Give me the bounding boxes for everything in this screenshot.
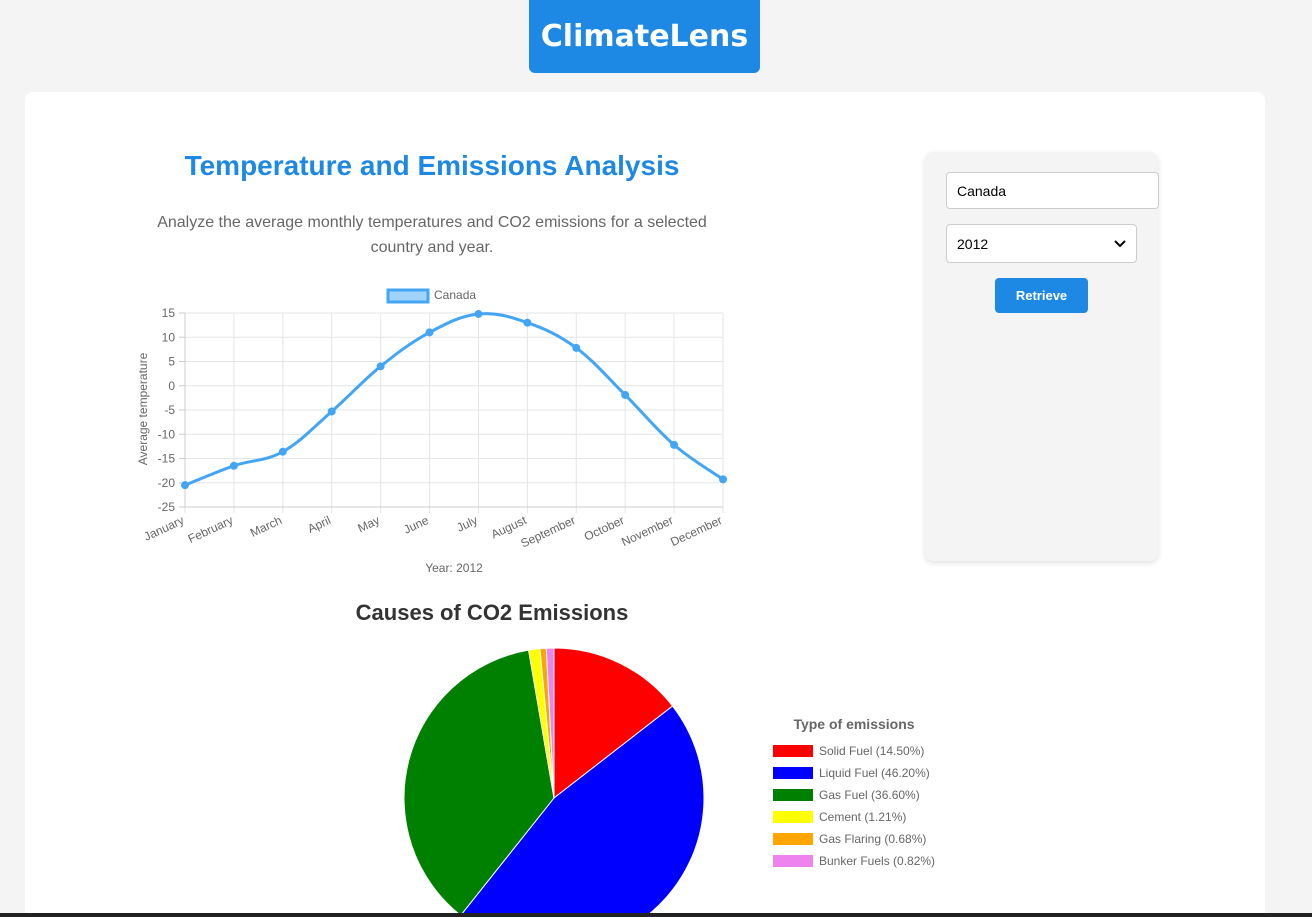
series-points <box>181 309 727 490</box>
data-point[interactable] <box>425 328 434 337</box>
legend-label: Gas Fuel (36.60%) <box>819 788 920 802</box>
emissions-pie-chart <box>403 647 705 917</box>
data-point[interactable] <box>572 343 581 352</box>
y-axis-ticks: 15 10 5 0 -5 -10 -15 -20 -25 <box>158 306 176 514</box>
year-select-value: 2012 <box>957 235 989 252</box>
pie-legend-item[interactable]: Solid Fuel (14.50%) <box>773 743 924 759</box>
page-title: Temperature and Emissions Analysis <box>184 150 680 181</box>
legend-swatch <box>773 745 813 757</box>
country-input[interactable] <box>946 172 1159 209</box>
legend-label: Gas Flaring (0.68%) <box>819 832 927 846</box>
y-tick-label: -25 <box>158 500 176 514</box>
pie-legend-title: Type of emissions <box>793 716 915 732</box>
x-axis-ticks: January February March April May June July Augu… <box>142 513 725 551</box>
pie-slice-bunker-fuels[interactable] <box>545 647 555 799</box>
pie-legend-item[interactable]: Bunker Fuels (0.82%) <box>773 853 935 869</box>
x-tick-label: November <box>619 513 675 549</box>
legend-label: Bunker Fuels (0.82%) <box>819 854 936 868</box>
legend-label: Liquid Fuel (46.20%) <box>819 766 930 780</box>
y-tick-label: 5 <box>168 355 175 369</box>
pie-chart-title: Causes of CO2 Emissions <box>355 600 629 625</box>
chart-legend[interactable]: Canada <box>386 288 476 304</box>
data-point[interactable] <box>621 390 630 399</box>
legend-swatch <box>773 811 813 823</box>
legend-label: Canada <box>434 288 476 302</box>
pie-legend-item[interactable]: Liquid Fuel (46.20%) <box>773 765 930 781</box>
y-axis-label: Average temperature <box>136 352 150 465</box>
x-tick-label: September <box>518 513 577 550</box>
year-select[interactable]: 2012 <box>946 224 1137 263</box>
legend-label: Solid Fuel (14.50%) <box>819 744 925 758</box>
y-tick-label: -20 <box>158 476 176 490</box>
x-tick-label: February <box>186 513 235 546</box>
data-point[interactable] <box>523 318 532 327</box>
x-tick-label: July <box>454 513 479 535</box>
pie-legend-item[interactable]: Gas Fuel (36.60%) <box>773 787 920 803</box>
data-point[interactable] <box>229 461 238 470</box>
y-tick-label: 10 <box>162 330 176 344</box>
pie-slice-solid-fuel[interactable] <box>553 647 674 800</box>
chevron-down-icon <box>1114 239 1126 247</box>
pie-slice-liquid-fuel[interactable] <box>459 705 705 917</box>
pie-legend-item[interactable]: Cement (1.21%) <box>773 809 906 825</box>
x-tick-label: June <box>401 513 431 537</box>
pie-legend-item[interactable]: Gas Flaring (0.68%) <box>773 831 926 847</box>
y-tick-label: -5 <box>164 403 175 417</box>
data-point[interactable] <box>278 447 287 456</box>
legend-swatch <box>773 767 813 779</box>
retrieve-button[interactable]: Retrieve <box>995 278 1088 313</box>
data-point[interactable] <box>376 362 385 371</box>
app-brand[interactable]: ClimateLens <box>529 0 760 73</box>
y-tick-label: 0 <box>168 379 175 393</box>
data-point[interactable] <box>719 475 727 484</box>
y-tick-label: 15 <box>162 306 176 320</box>
series-line-canada <box>184 312 724 487</box>
pie-slice-gas-fuel[interactable] <box>403 649 555 917</box>
data-point[interactable] <box>474 309 483 318</box>
y-tick-label: -10 <box>158 427 176 441</box>
legend-label: Cement (1.21%) <box>819 810 907 824</box>
x-axis-label: Year: 2012 <box>425 561 483 575</box>
data-point[interactable] <box>670 440 679 449</box>
x-tick-label: January <box>142 513 187 544</box>
legend-swatch <box>773 855 813 867</box>
page-description: Analyze the average monthly temperatures… <box>157 214 707 256</box>
x-tick-label: December <box>668 513 724 549</box>
data-point[interactable] <box>181 481 189 490</box>
temperature-line-chart: Canada 15 10 5 0 -5 -10 -15 -20 -25 January Febru… <box>136 288 727 575</box>
x-tick-label: May <box>355 513 381 535</box>
legend-swatch <box>773 789 813 801</box>
legend-swatch <box>386 288 430 304</box>
x-tick-label: March <box>248 513 284 540</box>
y-tick-label: -15 <box>158 452 176 466</box>
window-bottom-edge <box>0 913 1312 917</box>
controls-panel: 2012 Retrieve <box>925 152 1159 561</box>
x-tick-label: April <box>305 513 333 536</box>
data-point[interactable] <box>327 407 336 416</box>
legend-swatch <box>773 833 813 845</box>
